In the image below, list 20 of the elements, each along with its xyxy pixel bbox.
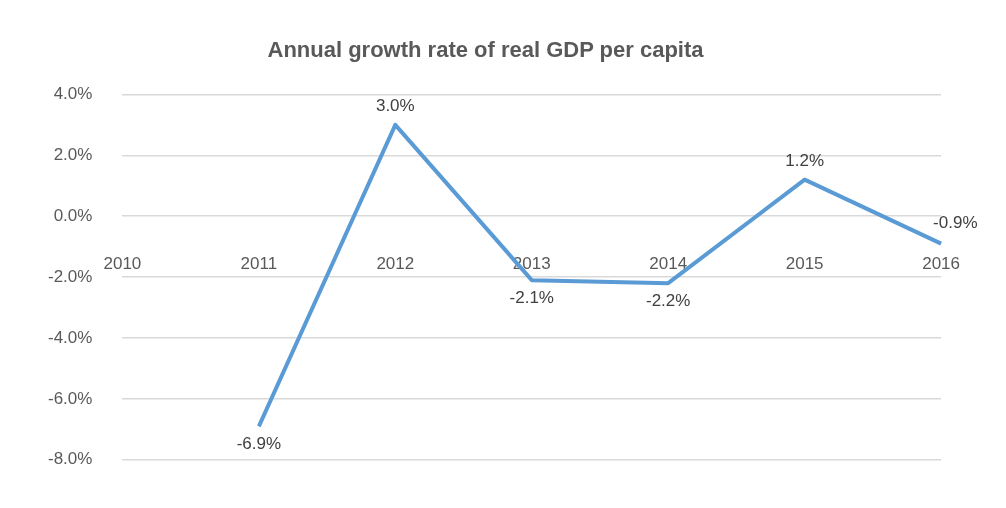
- data-label: 3.0%: [375, 96, 415, 116]
- data-label: -2.1%: [509, 288, 554, 308]
- y-tick-label: 4.0%: [53, 84, 93, 104]
- data-label: 1.2%: [785, 150, 825, 170]
- y-tick-label: -4.0%: [47, 327, 93, 347]
- data-label: -0.9%: [933, 212, 978, 232]
- x-tick-label: 2011: [240, 254, 278, 274]
- x-tick-label: 2016: [922, 254, 960, 274]
- y-tick-label: 2.0%: [53, 144, 93, 164]
- y-tick-label: 0.0%: [53, 205, 93, 225]
- y-tick-label: -8.0%: [47, 449, 93, 469]
- x-tick-label: 2014: [649, 254, 688, 274]
- y-tick-label: -6.0%: [47, 388, 93, 408]
- chart-title: Annual growth rate of real GDP per capita: [267, 37, 705, 63]
- y-tick-label: -2.0%: [47, 266, 93, 286]
- data-label: -6.9%: [236, 434, 282, 454]
- x-tick-label: 2012: [376, 254, 415, 274]
- x-tick-label: 2015: [785, 254, 824, 274]
- data-label: -2.2%: [645, 291, 691, 311]
- x-tick-label: 2010: [103, 254, 142, 274]
